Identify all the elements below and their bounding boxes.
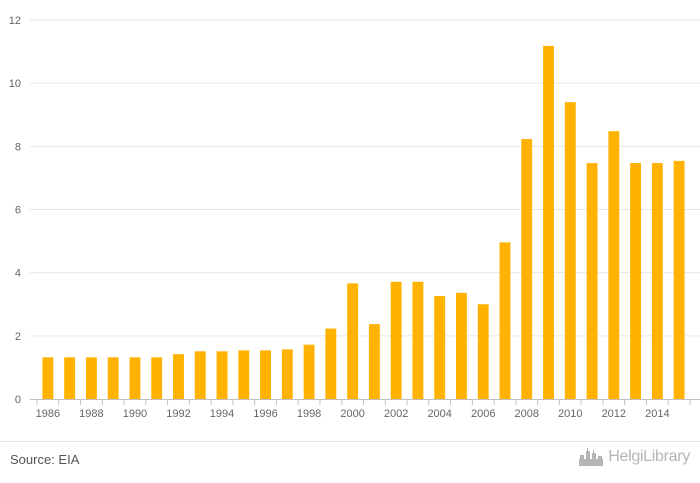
x-tick-label: 2014 [645, 408, 669, 420]
x-tick-label: 1994 [210, 408, 234, 420]
x-tick-label: 2012 [602, 408, 626, 420]
logo-text: HelgiLibrary [608, 448, 690, 465]
bar-1992 [173, 354, 184, 399]
bar-2012 [608, 131, 620, 399]
y-tick-label: 4 [15, 268, 21, 280]
x-tick-label: 2006 [471, 408, 495, 420]
y-tick-label: 6 [15, 205, 21, 217]
x-tick-label: 2000 [340, 408, 364, 420]
bar-1986 [42, 357, 54, 399]
bar-2009 [543, 45, 554, 399]
x-tick-label: 2008 [515, 408, 539, 420]
x-tick-label: 2002 [384, 408, 408, 420]
bar-2003 [412, 281, 424, 399]
y-tick-label: 0 [15, 394, 21, 406]
bar-2005 [456, 292, 467, 399]
bar-2013 [630, 163, 642, 399]
x-tick-label: 2004 [427, 408, 451, 420]
y-axis-ticks: 0 2 4 6 8 10 12 [9, 15, 21, 406]
bar-1993 [194, 351, 206, 399]
bar-1999 [325, 328, 337, 399]
bar-2007 [499, 242, 511, 399]
x-tick-label: 1986 [36, 408, 60, 420]
x-tick-label: 1998 [297, 408, 321, 420]
y-tick-label: 12 [9, 15, 21, 27]
bar-1988 [85, 357, 97, 399]
bar-1998 [303, 344, 315, 399]
source-label: Source: EIA [10, 452, 80, 467]
bar-1989 [107, 357, 119, 399]
x-tick-label: 1992 [166, 408, 190, 420]
y-tick-label: 10 [9, 78, 21, 90]
bar-1991 [151, 357, 163, 399]
bar-2004 [434, 296, 446, 399]
y-tick-label: 8 [15, 141, 21, 153]
bar-2006 [477, 304, 489, 399]
bar-2002 [390, 281, 402, 399]
castle-icon [579, 448, 604, 466]
x-tick-label: 1990 [123, 408, 147, 420]
bar-2011 [586, 163, 598, 399]
x-tick-label: 1988 [79, 408, 103, 420]
bars [42, 45, 685, 400]
bar-2008 [521, 139, 533, 400]
bar-2000 [347, 283, 359, 399]
y-tick-label: 2 [15, 331, 21, 343]
x-tick-label: 2010 [558, 408, 582, 420]
bar-1997 [281, 349, 293, 399]
bar-1996 [260, 350, 271, 399]
bar-2010 [564, 102, 576, 399]
bar-1995 [238, 350, 250, 399]
helgilibrary-logo: HelgiLibrary [578, 447, 690, 467]
footer-divider [0, 441, 700, 442]
gridlines [30, 19, 700, 337]
bar-chart: 0 2 4 6 8 10 12 1986 1988 1990 1992 1994 1996 1998 20… [9, 15, 700, 420]
bar-1990 [129, 357, 141, 399]
bar-1994 [216, 351, 228, 399]
x-axis: 1986 1988 1990 1992 1994 1996 1998 2000 2002 2004… [30, 399, 700, 420]
bar-1987 [64, 357, 76, 399]
bar-2015 [673, 160, 685, 399]
x-tick-label: 1996 [253, 408, 277, 420]
bar-2001 [368, 324, 380, 399]
bar-2014 [651, 163, 663, 399]
